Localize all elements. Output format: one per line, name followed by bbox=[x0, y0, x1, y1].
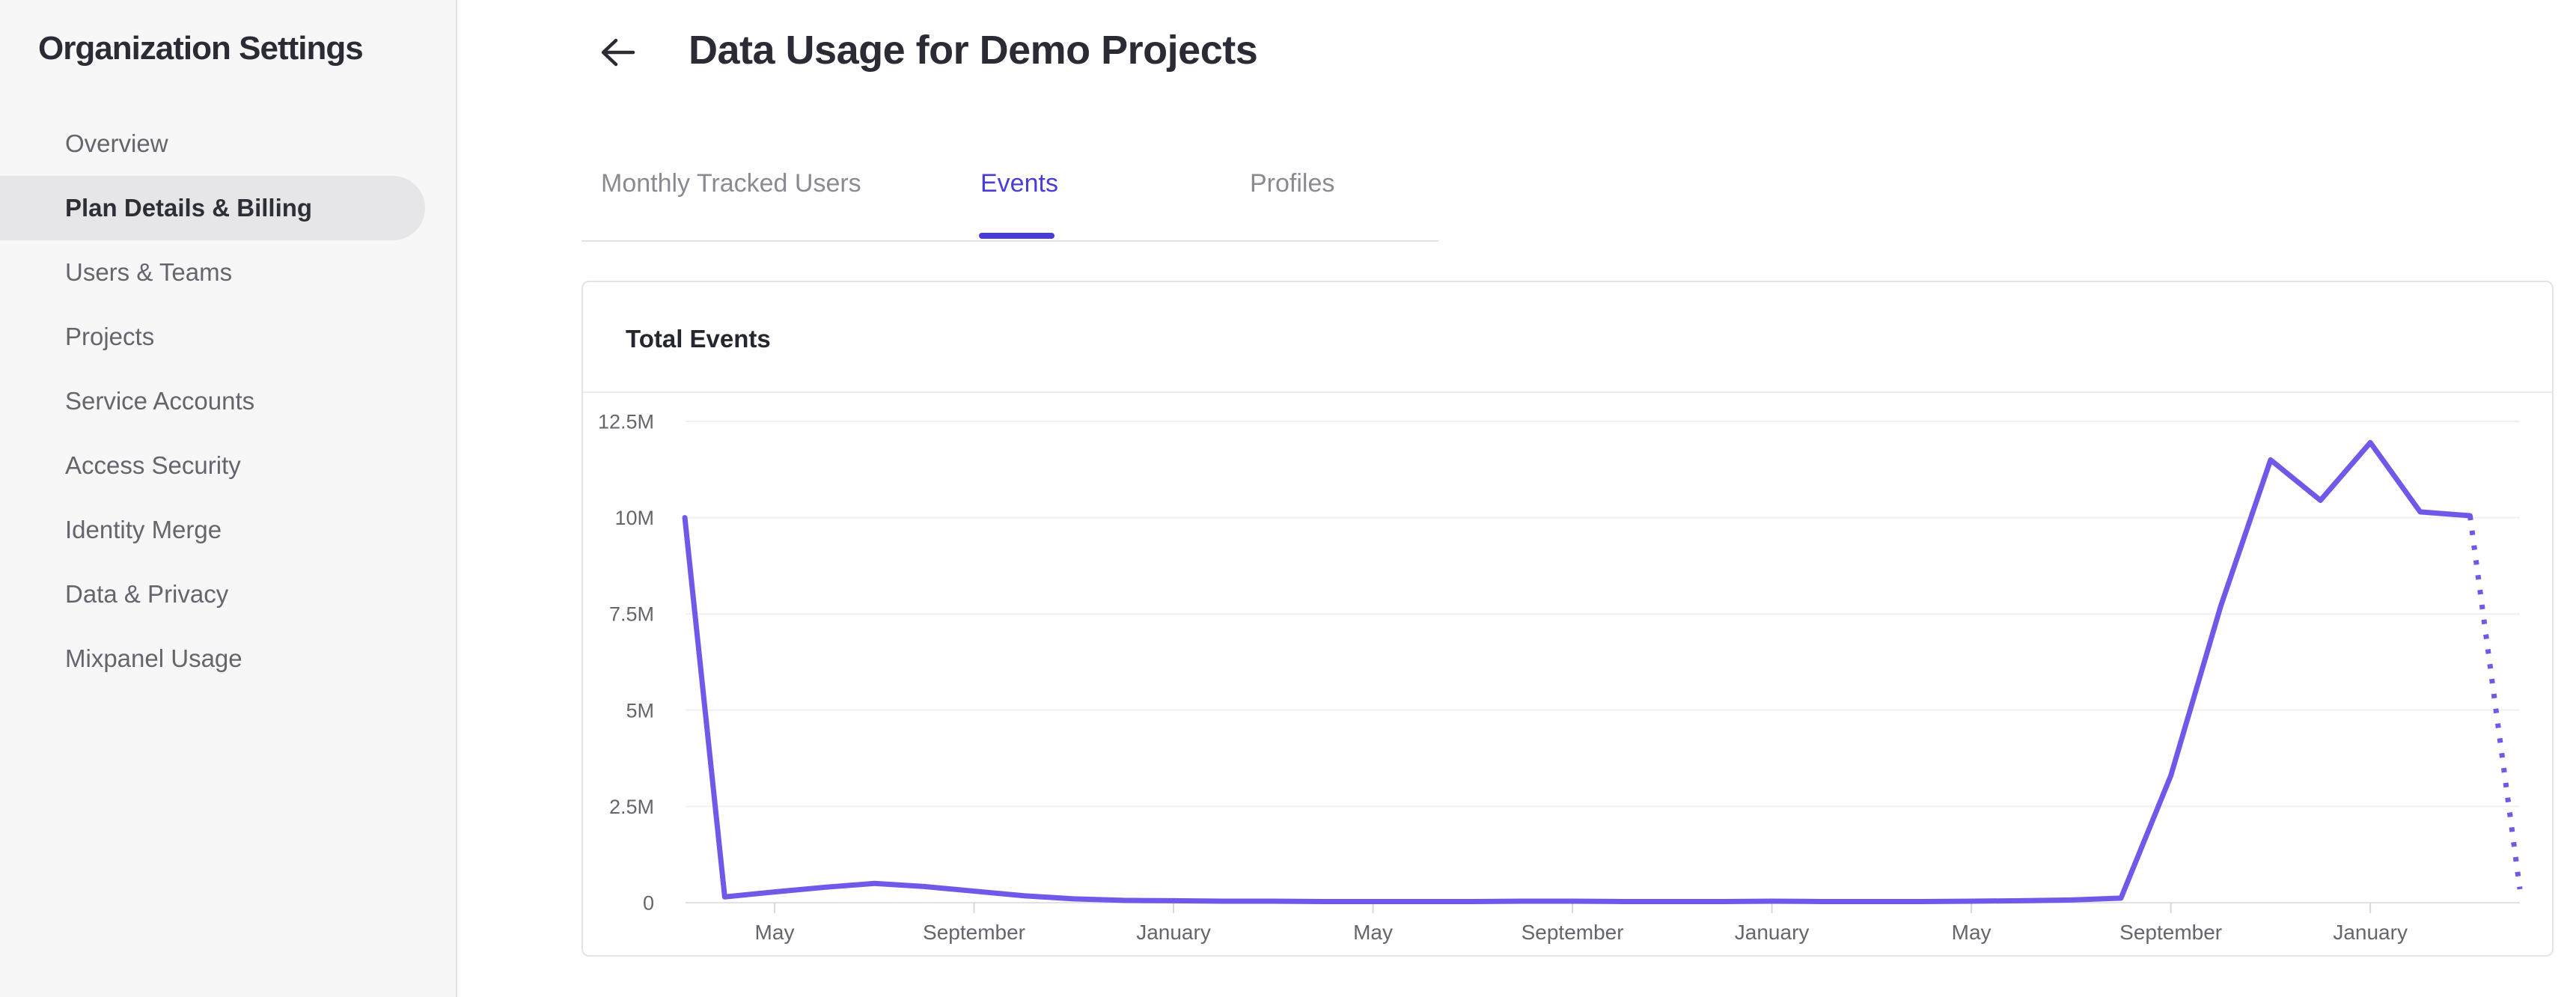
y-axis-label: 5M bbox=[626, 699, 654, 722]
y-axis-label: 2.5M bbox=[609, 796, 654, 818]
total-events-card: Total Events 12.5M 10M 7.5M 5M 2.5M 0 May Septe… bbox=[582, 281, 2554, 957]
sidebar-item-users-teams[interactable]: Users & Teams bbox=[65, 258, 233, 286]
x-axis-label: September bbox=[1522, 921, 1624, 944]
card-divider bbox=[583, 391, 2552, 393]
sidebar-item-projects[interactable]: Projects bbox=[65, 323, 155, 350]
x-axis-label: January bbox=[1735, 921, 1810, 944]
x-axis-label: May bbox=[1952, 921, 1991, 944]
page-title: Data Usage for Demo Projects bbox=[689, 28, 1258, 73]
sidebar-item-access-security[interactable]: Access Security bbox=[65, 451, 241, 479]
x-axis-label: May bbox=[1353, 921, 1393, 944]
sidebar-nav: Overview Plan Details & Billing Users & … bbox=[0, 112, 457, 691]
tab-profiles[interactable]: Profiles bbox=[1250, 169, 1335, 198]
chart-title: Total Events bbox=[626, 325, 771, 353]
x-axis-label: January bbox=[1136, 921, 1211, 944]
total-events-chart[interactable]: 12.5M 10M 7.5M 5M 2.5M 0 May September January Ma… bbox=[583, 282, 2555, 958]
back-button[interactable] bbox=[596, 31, 638, 73]
x-axis-label: January bbox=[2333, 921, 2408, 944]
events-line-projected bbox=[2467, 515, 2523, 890]
sidebar-item-mixpanel-usage[interactable]: Mixpanel Usage bbox=[65, 644, 242, 672]
tab-bar-divider bbox=[582, 240, 1438, 242]
sidebar: Organization Settings Overview Plan Deta… bbox=[0, 0, 457, 997]
y-axis-label: 10M bbox=[614, 507, 654, 529]
sidebar-title: Organization Settings bbox=[38, 30, 364, 67]
active-tab-indicator bbox=[979, 233, 1054, 239]
x-axis-label: September bbox=[923, 921, 1025, 944]
sidebar-item-plan-details-billing[interactable]: Plan Details & Billing bbox=[0, 176, 425, 240]
tab-events[interactable]: Events bbox=[980, 169, 1058, 198]
y-axis-label: 7.5M bbox=[609, 603, 654, 626]
left-arrow-icon bbox=[601, 38, 635, 67]
sidebar-item-data-privacy[interactable]: Data & Privacy bbox=[65, 580, 229, 608]
y-axis-label: 0 bbox=[643, 891, 654, 914]
events-line-solid bbox=[682, 439, 2473, 904]
sidebar-item-service-accounts[interactable]: Service Accounts bbox=[65, 387, 255, 415]
x-axis-label: May bbox=[755, 921, 795, 944]
tab-monthly-tracked-users[interactable]: Monthly Tracked Users bbox=[601, 169, 861, 198]
y-axis-label: 12.5M bbox=[598, 410, 654, 433]
sidebar-item-overview[interactable]: Overview bbox=[65, 129, 168, 157]
x-axis-label: September bbox=[2119, 921, 2222, 944]
sidebar-item-identity-merge[interactable]: Identity Merge bbox=[65, 516, 222, 543]
